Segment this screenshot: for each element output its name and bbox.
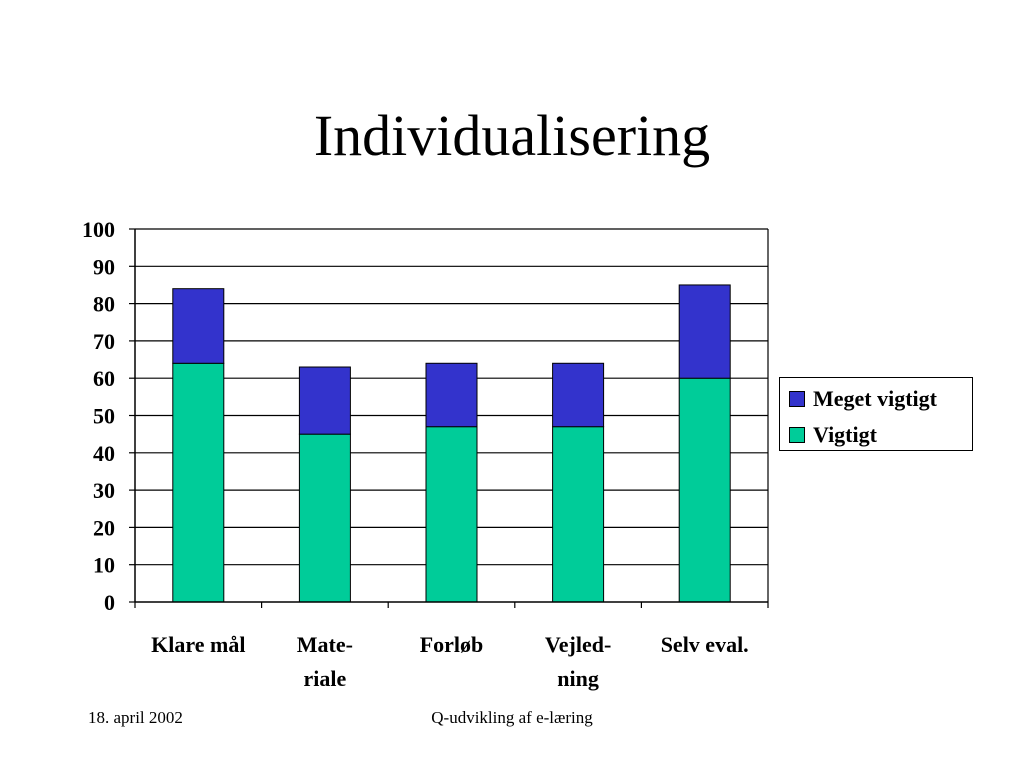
y-tick-label-20: 20 [93,515,115,540]
slide-title: Individualisering [313,103,711,168]
x-category-label-1-1: riale [304,666,347,691]
legend-item-meget-vigtigt: Meget vigtigt [789,386,937,412]
y-tick-labels: 0 10 20 30 40 50 60 70 80 90 100 [82,217,115,615]
y-tick-label-0: 0 [104,590,115,615]
y-tick-label-10: 10 [93,553,115,578]
bars [172,284,731,603]
y-tick-label-40: 40 [93,441,115,466]
bar-meget-vigtigt-2 [425,362,478,428]
x-category-label-3-1: ning [557,666,599,691]
bar-meget-vigtigt-3 [552,362,605,428]
y-tick-label-70: 70 [93,329,115,354]
footer-title: Q-udvikling af e-læring [431,708,593,727]
y-tick-label-90: 90 [93,254,115,279]
legend-swatch-meget-vigtigt [789,391,805,407]
bar-vigtigt-1 [298,433,351,603]
y-tick-label-50: 50 [93,404,115,429]
bar-vigtigt-2 [425,426,478,603]
bar-vigtigt-3 [552,426,605,603]
legend-swatch-vigtigt [789,427,805,443]
y-tick-label-30: 30 [93,478,115,503]
legend-label-meget-vigtigt: Meget vigtigt [813,386,937,411]
x-category-label-1-0: Mate- [297,632,353,657]
legend-item-vigtigt: Vigtigt [789,422,877,448]
y-tick-label-100: 100 [82,217,115,242]
y-tick-label-60: 60 [93,366,115,391]
x-category-label-3-0: Vejled- [545,632,611,657]
x-category-label-0-0: Klare mål [151,632,245,657]
x-category-labels: Klare mål Mate-riale Forløb Vejled-ning Selv… [151,632,749,691]
bar-vigtigt-4 [678,377,731,603]
footer-date: 18. april 2002 [88,708,183,727]
bar-meget-vigtigt-1 [298,366,351,435]
axes [129,228,769,608]
bar-vigtigt-0 [172,362,225,603]
stacked-bar-chart: 0 10 20 30 40 50 60 70 80 90 100 Klare mål Mate-ria… [82,217,769,691]
bar-meget-vigtigt-0 [172,288,225,364]
x-category-label-2-0: Forløb [420,632,484,657]
legend-label-vigtigt: Vigtigt [813,422,877,447]
legend: Meget vigtigt Vigtigt [779,377,973,451]
y-tick-label-80: 80 [93,292,115,317]
x-category-label-4-0: Selv eval. [661,632,749,657]
bar-meget-vigtigt-4 [678,284,731,379]
